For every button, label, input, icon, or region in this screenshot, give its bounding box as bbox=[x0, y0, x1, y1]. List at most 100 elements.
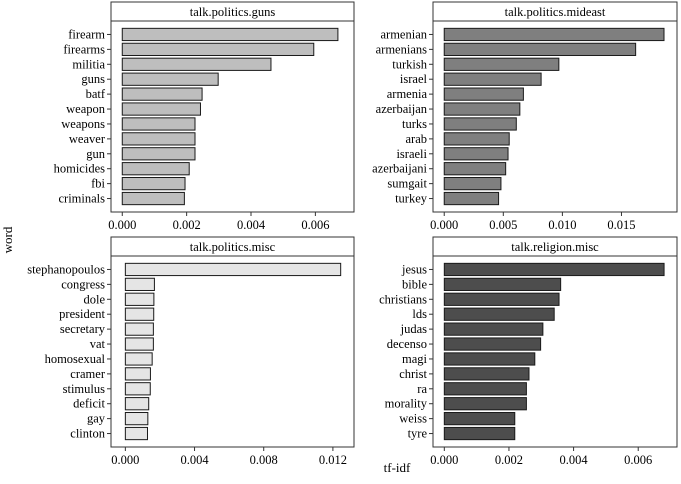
panel-talk-religion-misc: talk.religion.misc jesusbiblechristiansld… bbox=[379, 236, 678, 467]
y-tick-label: gay bbox=[87, 412, 106, 426]
bar-bible bbox=[443, 277, 562, 291]
y-tick-label: firearm bbox=[68, 27, 105, 41]
y-tick-label: vat bbox=[90, 337, 106, 351]
y-tick-label: guns bbox=[81, 72, 105, 86]
bar-israel bbox=[443, 72, 542, 86]
bar-stimulus bbox=[124, 382, 151, 396]
y-tick-label: weapons bbox=[61, 117, 105, 131]
bar-congress bbox=[124, 277, 155, 291]
bar-criminals bbox=[121, 191, 185, 206]
panel-border bbox=[110, 255, 355, 448]
y-tick-label: stephanopoulos bbox=[27, 262, 105, 276]
y-tick-label: batf bbox=[86, 87, 106, 101]
x-tick-label: 0.006 bbox=[624, 453, 652, 467]
bar-homosexual bbox=[124, 352, 153, 366]
bar-homicides bbox=[121, 162, 190, 176]
panel-title: talk.politics.misc bbox=[190, 240, 276, 254]
bar-weaver bbox=[121, 132, 196, 146]
bar-weiss bbox=[443, 412, 516, 426]
y-tick-label: weiss bbox=[399, 412, 427, 426]
bar-militia bbox=[121, 57, 272, 71]
x-tick-label: 0.004 bbox=[237, 218, 266, 232]
bar-cramer bbox=[124, 367, 151, 381]
bar-israeli bbox=[443, 147, 509, 161]
bar-guns bbox=[121, 72, 219, 86]
y-tick-label: ra bbox=[417, 382, 427, 396]
y-tick-label: tyre bbox=[408, 427, 428, 441]
y-tick-label: lds bbox=[412, 307, 427, 321]
bar-vat bbox=[124, 337, 154, 351]
x-tick-label: 0.000 bbox=[108, 218, 136, 232]
panel-title: talk.politics.mideast bbox=[505, 5, 606, 19]
bar-fbi bbox=[121, 177, 186, 191]
bar-deficit bbox=[124, 397, 150, 411]
bar-ra bbox=[443, 382, 527, 396]
y-tick-label: azerbaijan bbox=[376, 102, 428, 116]
y-tick-label: president bbox=[59, 307, 105, 321]
bar-turkey bbox=[443, 191, 500, 206]
panel-talk-politics-misc: talk.politics.misc stephanopouloscongress… bbox=[27, 236, 355, 467]
y-tick-label: weaver bbox=[69, 132, 106, 146]
x-axis-title: tf-idf bbox=[384, 460, 411, 475]
bar-turkish bbox=[443, 57, 560, 71]
panel-title: talk.religion.misc bbox=[511, 240, 599, 254]
y-tick-label: magi bbox=[402, 352, 428, 366]
y-tick-label: azerbaijani bbox=[372, 162, 427, 176]
bar-dole bbox=[124, 292, 155, 306]
y-tick-label: jesus bbox=[401, 262, 427, 276]
x-tick-label: 0.000 bbox=[430, 453, 458, 467]
y-tick-label: israel bbox=[400, 72, 428, 86]
y-tick-label: morality bbox=[385, 397, 428, 411]
bar-morality bbox=[443, 397, 527, 411]
x-tick-label: 0.012 bbox=[319, 453, 347, 467]
bar-azerbaijani bbox=[443, 162, 507, 176]
y-tick-label: arab bbox=[405, 132, 427, 146]
bar-firearms bbox=[121, 42, 315, 56]
panel-talk-politics-mideast: talk.politics.mideastarmenianarmenianstu… bbox=[372, 1, 678, 232]
y-tick-label: sumgait bbox=[387, 177, 427, 191]
y-axis-title: word bbox=[0, 226, 15, 253]
y-tick-label: fbi bbox=[91, 177, 105, 191]
bar-jesus bbox=[443, 262, 665, 277]
bar-azerbaijan bbox=[443, 102, 521, 116]
chart-panels: talk.politics.guns firearmfirearmsmilitia… bbox=[27, 1, 678, 467]
y-tick-label: armenian bbox=[380, 27, 427, 41]
x-tick-label: 0.004 bbox=[560, 453, 589, 467]
x-tick-label: 0.008 bbox=[250, 453, 278, 467]
y-tick-label: judas bbox=[400, 322, 428, 336]
bar-judas bbox=[443, 322, 544, 336]
y-tick-label: militia bbox=[72, 57, 105, 71]
bar-gay bbox=[124, 412, 149, 426]
y-tick-label: secretary bbox=[60, 322, 106, 336]
y-tick-label: christ bbox=[399, 367, 427, 381]
y-tick-label: israeli bbox=[396, 147, 427, 161]
x-tick-label: 0.000 bbox=[111, 453, 139, 467]
bar-christians bbox=[443, 292, 560, 306]
y-tick-label: weapon bbox=[66, 102, 106, 116]
y-tick-label: criminals bbox=[58, 192, 105, 206]
y-tick-label: clinton bbox=[70, 427, 105, 441]
x-tick-label: 0.004 bbox=[180, 453, 209, 467]
bar-tyre bbox=[443, 426, 516, 441]
bar-turks bbox=[443, 117, 517, 131]
bar-batf bbox=[121, 87, 203, 101]
panel-title: talk.politics.guns bbox=[190, 5, 276, 19]
x-tick-label: 0.005 bbox=[489, 218, 517, 232]
y-tick-label: firearms bbox=[63, 42, 105, 56]
panel-border bbox=[432, 20, 678, 213]
y-tick-label: turks bbox=[402, 117, 427, 131]
panel-border bbox=[432, 255, 678, 448]
bar-christ bbox=[443, 367, 530, 381]
y-tick-label: congress bbox=[61, 277, 105, 291]
x-tick-label: 0.002 bbox=[495, 453, 523, 467]
bar-secretary bbox=[124, 322, 154, 336]
bar-armenians bbox=[443, 42, 637, 56]
bar-gun bbox=[121, 147, 196, 161]
bar-sumgait bbox=[443, 177, 502, 191]
x-tick-label: 0.015 bbox=[607, 218, 635, 232]
bar-magi bbox=[443, 352, 536, 366]
bar-arab bbox=[443, 132, 510, 146]
bar-armenian bbox=[443, 27, 665, 42]
y-tick-label: homicides bbox=[54, 162, 106, 176]
bar-decenso bbox=[443, 337, 542, 351]
